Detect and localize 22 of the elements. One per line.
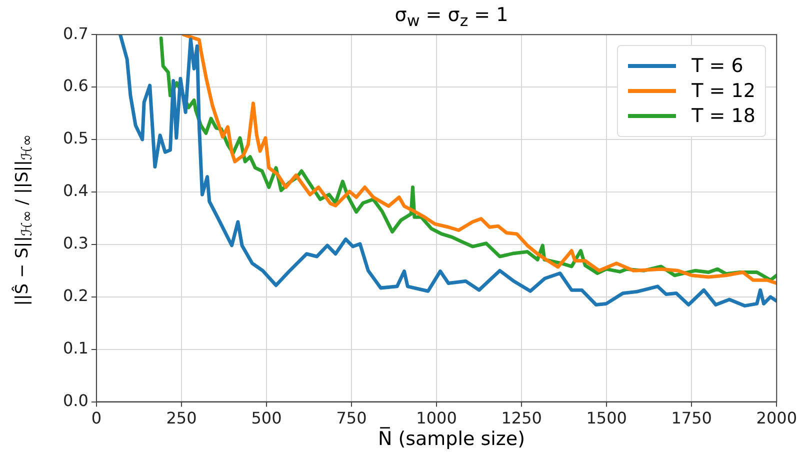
y-tick-label: 0.5 — [62, 128, 88, 148]
chart-title: σ$_{w}$ = σ$_{z}$ = 1 — [394, 4, 510, 30]
x-tick-label: 1750 — [671, 408, 712, 428]
legend-label: T = 6 — [692, 54, 744, 77]
x-tick-label: 0 — [91, 408, 102, 428]
x-tick-label: 750 — [336, 408, 367, 428]
x-tick-label: 1250 — [501, 408, 542, 428]
y-tick-label: 0.0 — [62, 390, 88, 410]
legend-label: T = 18 — [692, 104, 756, 127]
y-tick-label: 0.3 — [62, 234, 88, 253]
legend-label: T = 12 — [692, 80, 756, 102]
x-axis-title: N̅ (sample size) — [376, 428, 526, 450]
x-tick-label: 1500 — [586, 408, 627, 428]
x-tick-label: 250 — [166, 408, 197, 428]
y-tick-label: 0.4 — [62, 181, 88, 200]
y-tick-label: 0.1 — [62, 338, 88, 358]
x-tick-label: 2000 — [756, 408, 797, 428]
y-tick-label: 0.2 — [62, 286, 88, 306]
y-tick-label: 0.7 — [62, 24, 88, 43]
x-tick-label: 1000 — [416, 408, 457, 428]
x-tick-label: 500 — [251, 408, 282, 428]
y-tick-label: 0.6 — [62, 76, 88, 96]
